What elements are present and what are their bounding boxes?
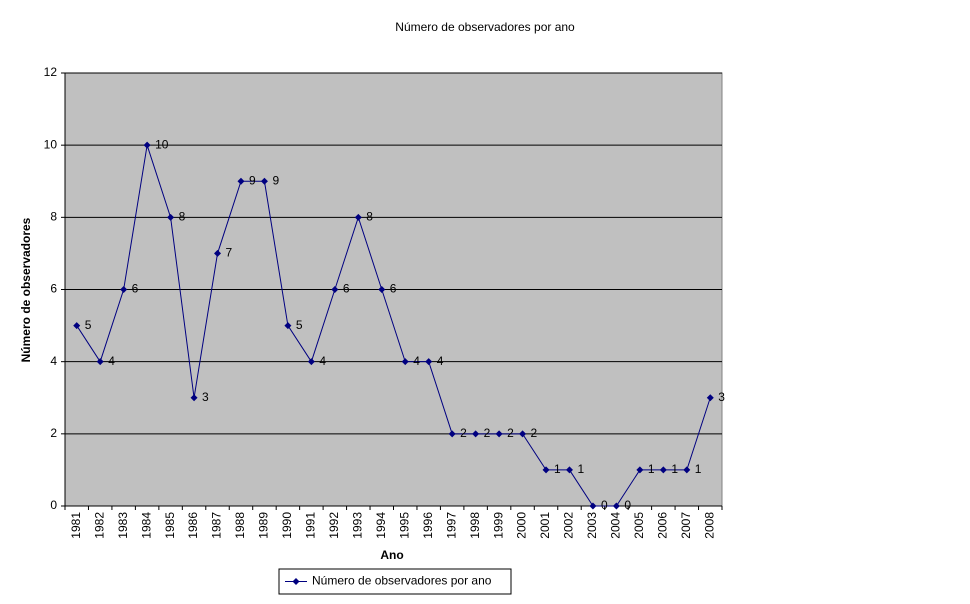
x-tick-label: 2006 — [656, 512, 670, 539]
x-tick-label: 1984 — [139, 512, 153, 539]
data-label: 8 — [366, 210, 373, 224]
y-tick-label: 8 — [50, 210, 57, 224]
data-label: 3 — [718, 390, 725, 404]
data-label: 0 — [601, 498, 608, 512]
data-label: 2 — [531, 426, 538, 440]
data-point — [237, 177, 245, 185]
x-tick-label: 1990 — [280, 512, 294, 539]
data-point — [495, 430, 503, 438]
legend-marker — [292, 578, 300, 585]
data-point — [706, 394, 714, 402]
data-label: 6 — [390, 282, 397, 296]
x-tick-label: 1992 — [327, 512, 341, 539]
data-label: 5 — [296, 318, 303, 332]
data-point — [636, 466, 644, 474]
data-label: 8 — [179, 210, 186, 224]
data-label: 3 — [202, 390, 209, 404]
data-point — [260, 177, 268, 185]
x-tick-label: 1983 — [116, 512, 130, 539]
x-tick-label: 2004 — [609, 512, 623, 539]
data-point — [354, 213, 362, 221]
data-label: 2 — [507, 426, 514, 440]
legend-label: Número de observadores por ano — [312, 574, 492, 588]
x-tick-label: 1993 — [350, 512, 364, 539]
data-label: 6 — [343, 282, 350, 296]
data-point — [96, 358, 104, 366]
data-point — [214, 249, 222, 257]
data-point — [284, 322, 292, 330]
x-tick-label: 1999 — [491, 512, 505, 539]
data-label: 9 — [272, 173, 279, 187]
x-tick-label: 2007 — [679, 512, 693, 539]
y-tick-label: 6 — [50, 282, 57, 296]
data-label: 4 — [413, 354, 420, 368]
data-label: 1 — [648, 462, 655, 476]
data-point — [190, 394, 198, 402]
series-line — [76, 145, 711, 507]
x-tick-label: 2005 — [632, 512, 646, 539]
y-tick-label: 0 — [50, 498, 57, 512]
data-point — [143, 141, 151, 149]
data-label: 2 — [484, 426, 491, 440]
x-tick-label: 2002 — [562, 512, 576, 539]
data-point — [565, 466, 573, 474]
data-point — [307, 358, 315, 366]
data-point — [401, 358, 409, 366]
data-point — [331, 286, 339, 293]
x-tick-label: 1996 — [421, 512, 435, 539]
data-label: 6 — [132, 282, 139, 296]
x-axis-label: Ano — [380, 548, 403, 562]
x-tick-label: 1994 — [374, 512, 388, 539]
data-point — [659, 466, 667, 474]
legend-box — [278, 568, 512, 595]
data-label: 5 — [85, 318, 92, 332]
data-point — [120, 286, 128, 293]
data-label: 1 — [695, 462, 702, 476]
data-point — [519, 430, 527, 438]
data-point — [683, 466, 691, 474]
x-tick-label: 1997 — [444, 512, 458, 539]
y-tick-label: 12 — [44, 65, 58, 79]
x-tick-label: 1998 — [468, 512, 482, 539]
data-label: 4 — [108, 354, 115, 368]
data-label: 2 — [460, 426, 467, 440]
data-label: 4 — [319, 354, 326, 368]
data-label: 1 — [577, 462, 584, 476]
data-label: 10 — [155, 137, 169, 151]
data-point — [378, 286, 386, 293]
x-tick-label: 1991 — [304, 512, 318, 539]
x-tick-label: 2000 — [515, 512, 529, 539]
data-point — [425, 358, 433, 366]
x-tick-label: 1987 — [210, 512, 224, 539]
x-tick-label: 2003 — [585, 512, 599, 539]
x-tick-label: 2001 — [538, 512, 552, 539]
data-label: 1 — [671, 462, 678, 476]
data-label: 1 — [554, 462, 561, 476]
data-point — [542, 466, 550, 474]
data-label: 4 — [437, 354, 444, 368]
data-point — [448, 430, 456, 438]
x-tick-label: 1982 — [92, 512, 106, 539]
data-point — [612, 502, 620, 510]
x-tick-label: 1988 — [233, 512, 247, 539]
x-tick-label: 1985 — [163, 512, 177, 539]
data-point — [472, 430, 480, 438]
data-point — [73, 322, 81, 330]
x-tick-label: 1989 — [257, 512, 271, 539]
y-tick-label: 2 — [50, 426, 57, 440]
chart-title: Número de observadores por ano — [395, 20, 575, 34]
x-tick-label: 2008 — [702, 512, 716, 539]
data-point — [167, 213, 175, 221]
x-tick-label: 1981 — [69, 512, 83, 539]
data-label: 7 — [226, 246, 233, 260]
x-tick-label: 1986 — [186, 512, 200, 539]
data-point — [589, 502, 597, 510]
y-tick-label: 10 — [44, 137, 58, 151]
x-tick-label: 1995 — [397, 512, 411, 539]
data-label: 9 — [249, 173, 256, 187]
y-tick-label: 4 — [50, 354, 57, 368]
data-label: 0 — [624, 498, 631, 512]
y-axis-label: Número de observadores — [19, 217, 33, 362]
